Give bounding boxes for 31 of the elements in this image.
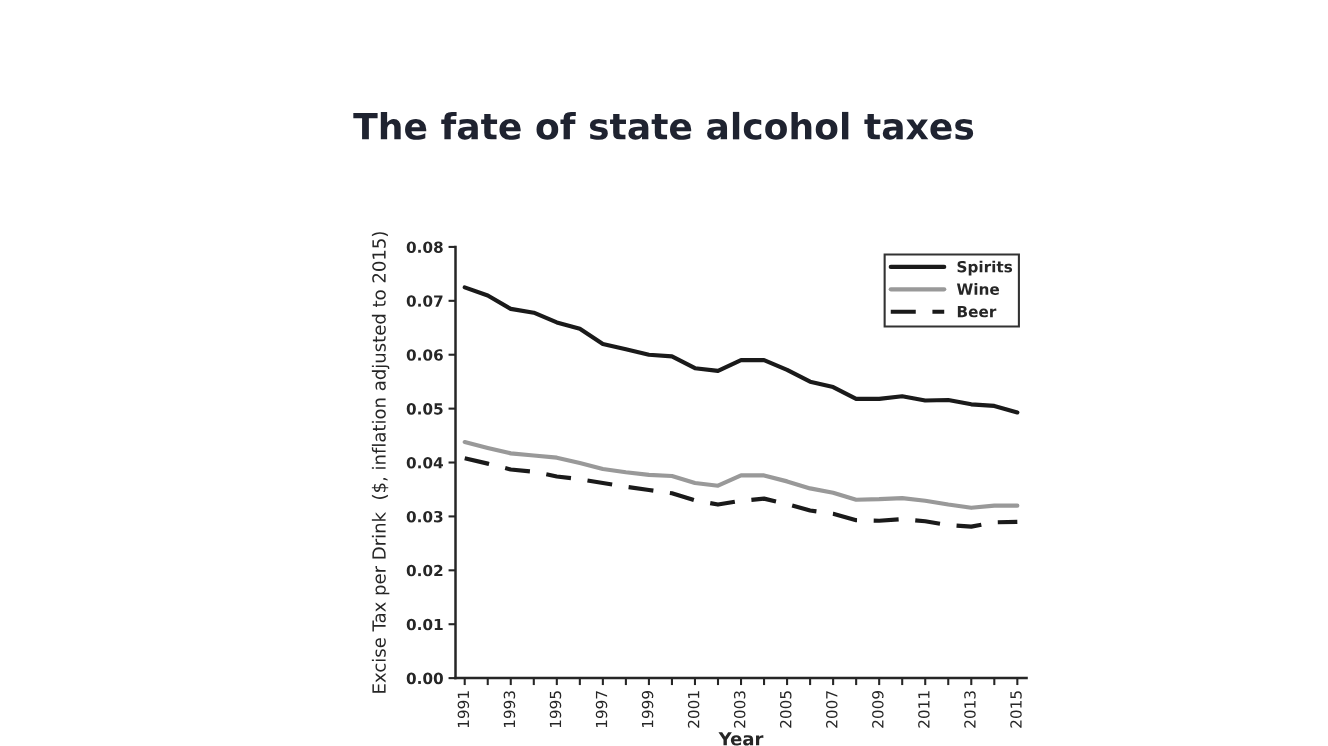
chart-title: The fate of state alcohol taxes <box>353 111 974 140</box>
x-tick-label: 1991 <box>457 691 470 728</box>
x-tick-label: 2005 <box>779 691 792 728</box>
x-tick-label: 1999 <box>641 690 654 728</box>
x-tick-label: 1995 <box>549 691 562 728</box>
y-tick-label: 0.05 <box>406 403 443 415</box>
y-tick-label: 0.01 <box>406 618 443 631</box>
x-tick-label: 1993 <box>503 691 516 728</box>
x-tick-label: 1997 <box>595 691 608 728</box>
y-tick-label: 0.02 <box>406 564 443 577</box>
y-tick-label: 0.00 <box>406 672 443 685</box>
legend-label: Beer <box>957 306 997 318</box>
y-tick-label: 0.04 <box>406 456 443 469</box>
legend-label: Wine <box>956 283 1000 295</box>
x-tick-label: 2009 <box>872 690 884 728</box>
x-tick-label: 2003 <box>733 691 746 728</box>
x-tick-label: 2001 <box>687 691 700 728</box>
legend-label: Spirits <box>957 260 1013 276</box>
y-tick-label: 0.06 <box>406 349 443 361</box>
x-tick-label: 2013 <box>964 691 976 728</box>
y-tick-label: 0.08 <box>406 241 443 253</box>
line-series <box>462 285 1020 415</box>
x-tick-label: 2007 <box>826 691 838 728</box>
y-tick-label: 0.03 <box>406 510 443 523</box>
y-tick-label: 0.07 <box>406 295 443 307</box>
x-tick-label: 2015 <box>1010 691 1022 728</box>
x-tick-label: 2011 <box>918 691 930 728</box>
y-axis-title: Excise Tax per Drink ($, inflation adjusted to 2015) <box>371 232 390 693</box>
line-series <box>462 456 1020 529</box>
x-axis-title: Year <box>718 732 764 746</box>
line-series <box>462 439 1020 510</box>
